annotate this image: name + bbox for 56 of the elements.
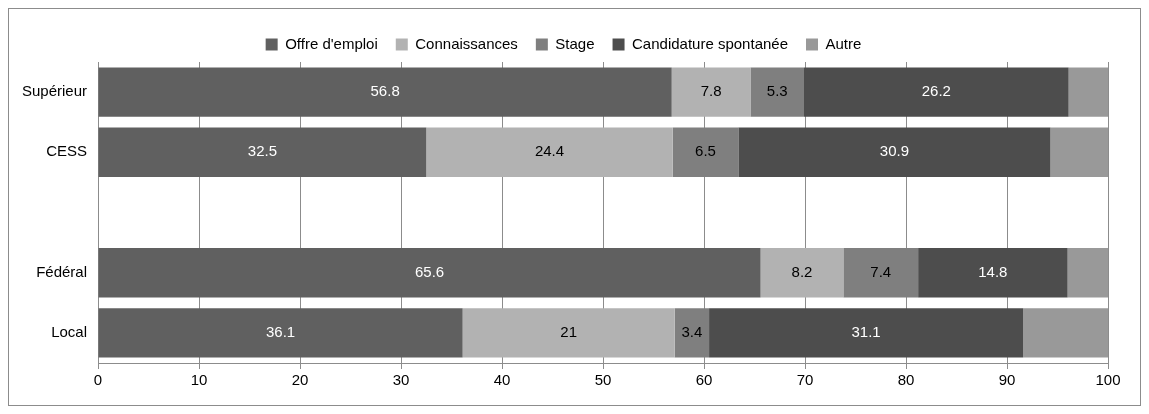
- bar: [1023, 308, 1108, 358]
- data-label: 7.4: [870, 262, 892, 280]
- data-label: 6.5: [695, 142, 716, 160]
- y-tick-label: Supérieur: [21, 82, 88, 100]
- bar: [738, 127, 1051, 177]
- x-tick-label: 80: [897, 371, 915, 389]
- data-label: 31.1: [851, 323, 881, 341]
- legend-label: Stage: [555, 34, 595, 52]
- x-tick-label: 90: [998, 371, 1016, 389]
- data-label: 56.8: [370, 82, 400, 100]
- bar: [671, 67, 751, 117]
- x-tick-label: 20: [291, 371, 309, 389]
- data-label: 65.6: [414, 262, 445, 280]
- data-label: 5.3: [766, 82, 788, 100]
- legend-label: Candidature spontanée: [632, 34, 789, 52]
- data-label: 32.5: [247, 142, 278, 160]
- x-tick-label: 0: [93, 371, 103, 389]
- bar: [426, 127, 673, 177]
- data-label: 26.2: [921, 82, 951, 100]
- bar: [98, 67, 672, 117]
- data-label: 30.9: [879, 142, 909, 160]
- bar: [98, 127, 427, 177]
- data-label: 7.8: [700, 82, 722, 100]
- x-tick-label: 30: [392, 371, 410, 389]
- bar: [843, 248, 919, 298]
- bar: [98, 308, 463, 358]
- bar: [98, 248, 761, 298]
- bar: [804, 67, 1069, 117]
- data-label: 14.8: [978, 262, 1008, 280]
- x-tick-label: 100: [1095, 371, 1121, 389]
- x-tick-label: 70: [796, 371, 814, 389]
- y-tick-label: CESS: [46, 142, 88, 160]
- data-label: 24.4: [534, 142, 565, 160]
- x-tick-label: 40: [493, 371, 511, 389]
- bar: [709, 308, 1024, 358]
- bar: [760, 248, 844, 298]
- x-tick-label: 10: [190, 371, 208, 389]
- data-label: 3.4: [681, 323, 703, 341]
- legend-label: Autre: [825, 34, 862, 52]
- bar: [1068, 67, 1108, 117]
- y-tick-label: Local: [51, 323, 88, 341]
- bar: [1050, 127, 1108, 177]
- bar: [918, 248, 1068, 298]
- bar: [1067, 248, 1108, 298]
- y-tick-label: Fédéral: [36, 262, 88, 280]
- bar: [750, 67, 804, 117]
- bar: [672, 127, 739, 177]
- data-label: 36.1: [265, 323, 296, 341]
- x-tick-label: 50: [594, 371, 612, 389]
- x-tick-label: 60: [695, 371, 713, 389]
- legend-label: Connaissances: [415, 34, 518, 52]
- data-label: 8.2: [791, 262, 813, 280]
- legend-label: Offre d'emploi: [285, 34, 378, 52]
- data-label: 21: [560, 323, 578, 341]
- bar: [462, 308, 675, 358]
- bar: [674, 308, 710, 358]
